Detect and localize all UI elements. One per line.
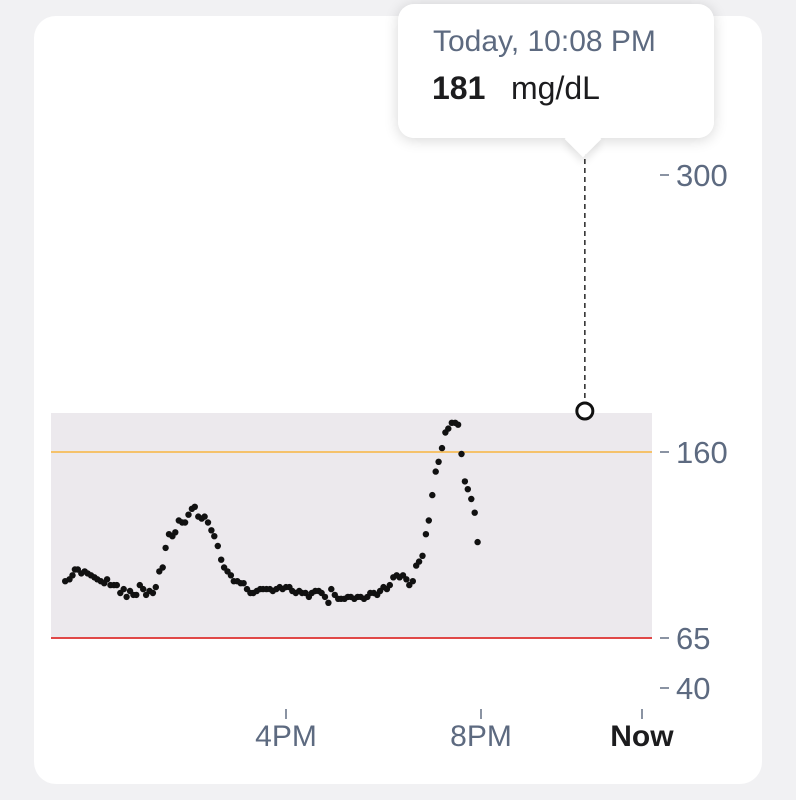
glucose-point (191, 503, 198, 510)
glucose-point (464, 486, 471, 493)
glucose-point (204, 519, 212, 526)
x-tick-mark (285, 709, 287, 719)
glucose-point (386, 581, 393, 589)
glucose-point (120, 585, 127, 593)
glucose-point (328, 585, 335, 593)
y-tick-mark (660, 451, 669, 453)
glucose-point (172, 529, 179, 536)
glucose-point (409, 578, 416, 585)
glucose-point (181, 519, 189, 526)
glucose-point (454, 421, 462, 428)
glucose-point (429, 491, 436, 499)
glucose-point (123, 593, 130, 601)
glucose-point (419, 552, 426, 559)
x-tick-mark (640, 709, 643, 719)
glucose-point (201, 513, 208, 520)
target-range-band (51, 413, 652, 638)
tooltip-arrow-cover (398, 104, 714, 138)
glucose-point (162, 544, 169, 552)
glucose-point (240, 580, 247, 587)
x-tick-mark (480, 709, 482, 719)
y-tick-label: 40 (676, 671, 711, 706)
y-tick-label: 65 (676, 621, 711, 656)
glucose-point (185, 511, 192, 518)
glucose-point (422, 531, 430, 538)
glucose-point (432, 468, 439, 475)
glucose-point (149, 589, 157, 597)
y-tick-label: 160 (676, 435, 728, 470)
glucose-points (61, 419, 481, 606)
glucose-point (159, 564, 166, 571)
y-tick-mark (660, 687, 669, 689)
glucose-point (152, 583, 159, 591)
glucose-point (438, 444, 446, 452)
selected-point-marker[interactable] (575, 401, 595, 421)
glucose-point (103, 576, 111, 583)
glucose-point (468, 495, 475, 503)
glucose-point (133, 591, 140, 599)
tooltip-unit: mg/dL (511, 70, 600, 106)
y-tick-mark (660, 637, 669, 639)
x-tick-label: 4PM (255, 720, 317, 753)
glucose-point (321, 593, 329, 601)
x-tick-label: 8PM (450, 720, 512, 753)
glucose-point (403, 576, 410, 583)
glucose-point (458, 450, 465, 458)
glucose-point (208, 527, 215, 534)
glucose-point (471, 509, 478, 516)
y-tick-mark (660, 174, 669, 176)
glucose-point (461, 478, 469, 485)
chart-card (34, 16, 762, 784)
glucose-point (474, 538, 481, 546)
glucose-point (218, 556, 225, 563)
glucose-point (140, 585, 147, 593)
glucose-point (211, 533, 218, 540)
glucose-point (69, 572, 76, 579)
glucose-point (227, 572, 235, 579)
glucose-point (415, 558, 423, 565)
x-tick-label: Now (610, 720, 674, 753)
glucose-point (425, 517, 432, 524)
tooltip-time: Today, 10:08 PM (433, 25, 656, 58)
tooltip-value: 181 (432, 70, 486, 106)
glucose-point (435, 458, 442, 465)
glucose-point (214, 542, 221, 550)
glucose-point (445, 425, 452, 432)
y-tick-label: 300 (676, 158, 728, 193)
glucose-point (325, 599, 332, 606)
glucose-point (113, 581, 121, 589)
